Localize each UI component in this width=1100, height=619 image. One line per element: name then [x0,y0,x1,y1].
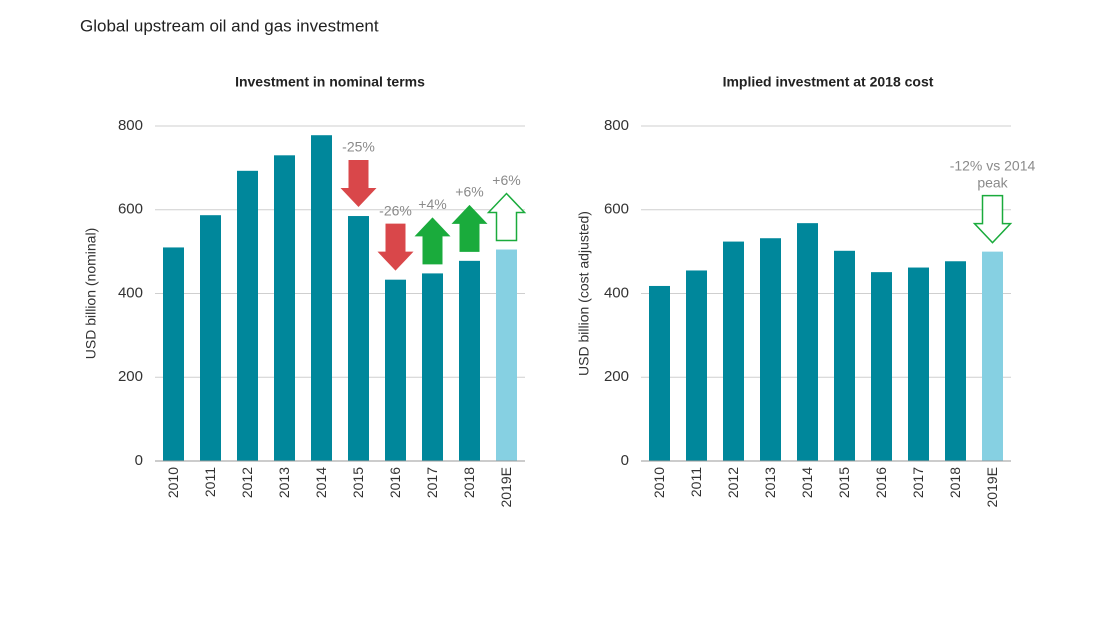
bar [908,267,929,461]
bar [163,247,184,461]
y-tick-label: 200 [604,368,629,385]
x-tick-label: 2015 [350,467,366,498]
y-tick-label: 0 [135,452,143,469]
x-tick-label: 2013 [762,467,778,498]
bar [760,238,781,461]
annotation-arrow [972,194,1013,244]
bar [982,251,1003,461]
bar [686,270,707,461]
y-tick-label: 800 [118,117,143,134]
x-tick-label: 2012 [725,467,741,498]
x-tick-label: 2018 [461,467,477,498]
y-tick-label: 200 [118,368,143,385]
y-tick-label: 600 [118,201,143,218]
annotation-arrow [340,160,377,208]
y-axis-label: USD billion (nominal) [83,228,99,360]
annotation-label: -25% [342,139,375,155]
x-tick-label: 2011 [688,467,704,497]
x-tick-label: 2015 [836,467,852,498]
annotation-arrow [414,217,451,265]
bar [797,223,818,461]
x-tick-label: 2012 [239,467,255,498]
y-axis-label: USD billion (cost adjusted) [576,211,592,376]
bar [871,272,892,461]
bar [385,279,406,461]
x-tick-label: 2010 [651,467,667,498]
bar [723,241,744,461]
chart-title: Investment in nominal terms [235,74,425,90]
annotation-label: +6% [492,172,520,188]
y-tick-label: 400 [604,284,629,301]
bar [200,215,221,461]
x-tick-label: 2010 [165,467,181,498]
bar [649,285,670,461]
x-tick-label: 2016 [387,467,403,498]
bar [945,261,966,461]
annotation-arrow [451,204,488,252]
x-tick-label: 2014 [799,467,815,498]
annotation-label: -26% [379,202,412,218]
bar [311,135,332,461]
x-tick-label: 2011 [202,467,218,497]
bar [459,260,480,461]
annotation-arrow [377,223,414,271]
x-tick-label: 2019E [498,467,514,507]
bar [422,273,443,461]
bar [348,216,369,461]
x-tick-label: 2019E [984,467,1000,507]
annotation-arrow [486,192,527,242]
bar [496,249,517,461]
chart-title: Implied investment at 2018 cost [723,74,934,90]
y-tick-label: 400 [118,284,143,301]
y-tick-label: 600 [604,201,629,218]
annotation-label: -12% vs 2014 [950,157,1036,173]
x-tick-label: 2014 [313,467,329,498]
y-tick-label: 0 [621,452,629,469]
x-tick-label: 2016 [873,467,889,498]
bar [274,155,295,461]
annotation-label: +6% [455,184,483,200]
bar [237,170,258,461]
annotation-label: +4% [418,196,446,212]
page-title: Global upstream oil and gas investment [80,16,379,35]
x-tick-label: 2013 [276,467,292,498]
y-tick-label: 800 [604,117,629,134]
bar [834,250,855,461]
x-tick-label: 2017 [910,467,926,498]
annotation-label: peak [977,174,1008,190]
x-tick-label: 2017 [424,467,440,498]
x-tick-label: 2018 [947,467,963,498]
